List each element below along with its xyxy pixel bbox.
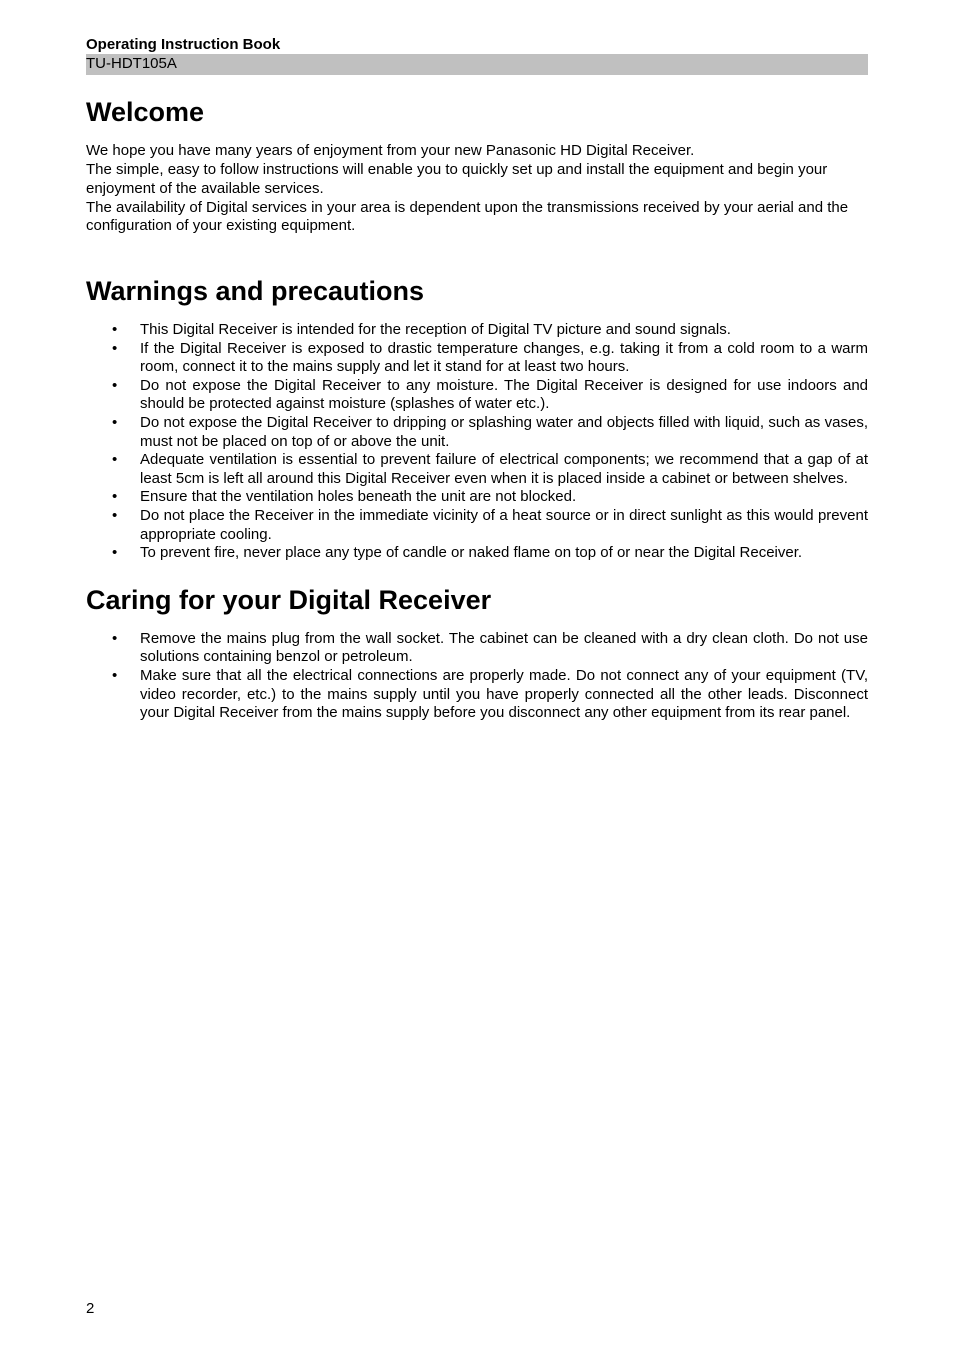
warning-item: Do not place the Receiver in the immedia… <box>112 507 868 544</box>
warning-item: Ensure that the ventilation holes beneat… <box>112 488 868 507</box>
caring-list: Remove the mains plug from the wall sock… <box>86 630 868 723</box>
caring-title: Caring for your Digital Receiver <box>86 585 868 616</box>
welcome-title: Welcome <box>86 97 868 128</box>
warning-item: Adequate ventilation is essential to pre… <box>112 451 868 488</box>
caring-item: Make sure that all the electrical connec… <box>112 667 868 723</box>
page-number: 2 <box>86 1300 94 1317</box>
warning-item: This Digital Receiver is intended for th… <box>112 321 868 340</box>
header-line-1: Operating Instruction Book <box>86 36 868 54</box>
header-model-bar: TU-HDT105A <box>86 54 868 75</box>
welcome-paragraph-2: The simple, easy to follow instructions … <box>86 161 868 199</box>
warning-item: Do not expose the Digital Receiver to dr… <box>112 414 868 451</box>
welcome-paragraph-3: The availability of Digital services in … <box>86 199 868 237</box>
spacer <box>86 563 868 567</box>
page: Operating Instruction Book TU-HDT105A We… <box>0 0 954 1351</box>
spacer <box>86 236 868 258</box>
warnings-list: This Digital Receiver is intended for th… <box>86 321 868 563</box>
warning-item: If the Digital Receiver is exposed to dr… <box>112 340 868 377</box>
warning-item: Do not expose the Digital Receiver to an… <box>112 377 868 414</box>
warning-item: To prevent fire, never place any type of… <box>112 544 868 563</box>
warnings-title: Warnings and precautions <box>86 276 868 307</box>
caring-item: Remove the mains plug from the wall sock… <box>112 630 868 667</box>
welcome-paragraph-1: We hope you have many years of enjoyment… <box>86 142 868 161</box>
